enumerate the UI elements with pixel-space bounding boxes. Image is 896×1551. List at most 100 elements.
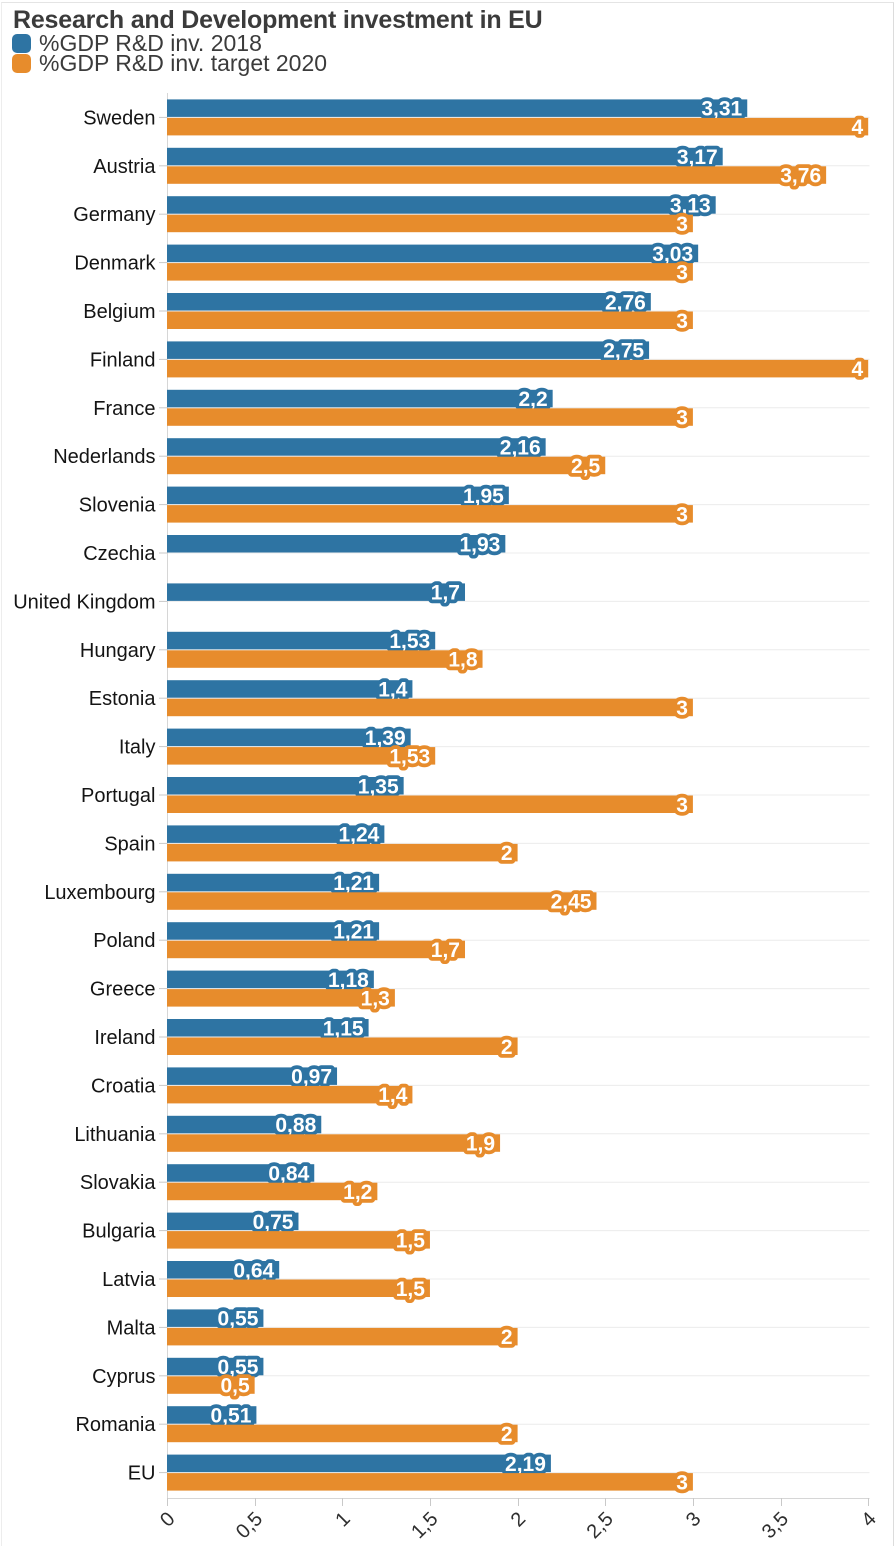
category-label-czechia: Czechia <box>83 543 156 565</box>
category-label-belgium: Belgium <box>83 301 155 323</box>
bar-2018-bulgaria <box>167 1212 299 1231</box>
bar-label-2018-spain: 1,24 <box>338 824 379 847</box>
legend-swatch-2018-icon <box>12 34 31 53</box>
bar-target-2020-greece <box>167 989 395 1007</box>
category-label-cyprus: Cyprus <box>92 1366 155 1388</box>
category-label-united-kingdom: United Kingdom <box>13 591 155 613</box>
legend-item-2018: %GDP R&D inv. 2018 <box>12 32 262 55</box>
bar-2018-italy <box>167 728 411 747</box>
bar-2018-estonia <box>167 680 413 698</box>
category-label-latvia: Latvia <box>102 1269 156 1291</box>
bar-target-2020-romania <box>167 1424 518 1443</box>
bar-label-2018-malta: 0,55 <box>218 1308 259 1331</box>
bar-label-target-2020-cyprus: 0,5 <box>220 1375 250 1398</box>
bar-label-2018-nederlands: 2,16 <box>500 436 541 459</box>
bar-label-2018-france: 2,2 <box>518 388 547 411</box>
x-axis-tick-label-1-5: 1,5 <box>407 1508 442 1543</box>
bar-label-target-2020-malta: 2 <box>501 1326 513 1349</box>
bar-2018-sweden <box>167 99 748 117</box>
category-label-slovakia: Slovakia <box>80 1172 156 1194</box>
bar-label-target-2020-hungary: 1,8 <box>448 649 478 672</box>
bar-target-2020-hungary <box>167 650 483 668</box>
bar-target-2020-slovakia <box>167 1182 378 1201</box>
category-label-malta: Malta <box>107 1317 157 1339</box>
bar-label-2018-eu: 2,19 <box>505 1453 546 1476</box>
bar-2018-united-kingdom <box>167 583 466 601</box>
bar-label-2018-united-kingdom: 1,7 <box>431 582 460 605</box>
bar-2018-nederlands <box>167 438 546 456</box>
bar-2018-lithuania <box>167 1115 322 1134</box>
category-label-germany: Germany <box>73 204 155 226</box>
category-label-denmark: Denmark <box>74 253 156 275</box>
x-axis-tick-label-3-5: 3,5 <box>758 1508 793 1543</box>
legend-swatch-target-2020-icon <box>12 53 31 73</box>
bar-label-target-2020-eu: 3 <box>676 1471 688 1494</box>
bar-target-2020-belgium <box>167 311 693 329</box>
bar-target-2020-france <box>167 408 693 426</box>
bar-target-2020-denmark <box>167 263 693 281</box>
bar-label-2018-slovenia: 1,95 <box>463 485 504 508</box>
bar-label-target-2020-austria: 3,76 <box>780 165 821 188</box>
bar-label-target-2020-greece: 1,3 <box>361 987 390 1010</box>
bar-label-2018-sweden: 3,31 <box>701 98 742 121</box>
bar-target-2020-lithuania <box>167 1134 501 1152</box>
category-label-austria: Austria <box>93 156 156 178</box>
x-axis-tick-label-0: 0 <box>156 1508 179 1531</box>
bar-label-target-2020-portugal: 3 <box>676 794 688 817</box>
bar-label-target-2020-lithuania: 1,9 <box>466 1133 495 1156</box>
bar-2018-finland <box>167 341 650 359</box>
category-label-france: France <box>93 398 155 420</box>
bar-label-target-2020-slovakia: 1,2 <box>343 1181 372 1204</box>
bar-label-target-2020-spain: 2 <box>501 842 513 865</box>
bar-label-2018-slovakia: 0,84 <box>268 1162 309 1185</box>
category-label-eu: EU <box>128 1463 156 1485</box>
x-axis-tick-label-3: 3 <box>682 1508 705 1531</box>
bar-target-2020-finland <box>167 359 869 378</box>
bar-target-2020-eu <box>167 1473 693 1491</box>
bar-label-target-2020-bulgaria: 1,5 <box>396 1229 426 1252</box>
bar-2018-luxembourg <box>167 873 380 892</box>
bar-label-target-2020-slovenia: 3 <box>676 503 688 526</box>
bar-label-2018-austria: 3,17 <box>677 146 718 169</box>
bar-label-2018-portugal: 1,35 <box>358 775 399 798</box>
bar-label-2018-belgium: 2,76 <box>605 291 646 314</box>
x-axis-tick-label-2: 2 <box>507 1508 530 1531</box>
bar-2018-greece <box>167 970 374 989</box>
bar-label-target-2020-latvia: 1,5 <box>396 1278 426 1301</box>
bar-target-2020-cyprus <box>167 1376 255 1394</box>
bar-label-target-2020-italy: 1,53 <box>389 745 430 768</box>
category-label-nederlands: Nederlands <box>53 446 155 468</box>
x-axis-tick-label-0-5: 0,5 <box>232 1508 267 1543</box>
bar-target-2020-bulgaria <box>167 1231 430 1249</box>
bar-target-2020-ireland <box>167 1037 518 1055</box>
bar-label-target-2020-denmark: 3 <box>676 261 688 284</box>
bar-2018-hungary <box>167 631 436 650</box>
bar-target-2020-croatia <box>167 1085 413 1104</box>
bar-2018-romania <box>167 1406 257 1424</box>
category-label-spain: Spain <box>104 833 155 855</box>
category-label-hungary: Hungary <box>80 640 156 662</box>
bar-label-target-2020-sweden: 4 <box>852 116 864 139</box>
bar-2018-slovenia <box>167 486 509 505</box>
bar-label-target-2020-finland: 4 <box>852 358 864 381</box>
bar-2018-portugal <box>167 777 404 795</box>
bar-label-target-2020-poland: 1,7 <box>431 939 460 962</box>
bar-label-2018-bulgaria: 0,75 <box>253 1211 294 1234</box>
bar-label-target-2020-croatia: 1,4 <box>378 1084 408 1107</box>
category-label-poland: Poland <box>93 930 155 952</box>
bar-label-target-2020-france: 3 <box>676 407 688 430</box>
bar-2018-germany <box>167 196 716 214</box>
chart-title: Research and Development investment in E… <box>13 6 543 34</box>
bar-2018-belgium <box>167 293 651 311</box>
bar-2018-czechia <box>167 535 506 553</box>
bar-label-2018-hungary: 1,53 <box>389 630 430 653</box>
x-axis-tick-label-4: 4 <box>857 1508 880 1531</box>
bar-target-2020-luxembourg <box>167 892 597 910</box>
bar-2018-denmark <box>167 244 699 263</box>
bar-target-2020-poland <box>167 940 466 959</box>
bar-2018-latvia <box>167 1261 280 1279</box>
bar-label-2018-poland: 1,21 <box>333 920 374 943</box>
legend-item-target-2020: %GDP R&D inv. target 2020 <box>12 51 327 74</box>
